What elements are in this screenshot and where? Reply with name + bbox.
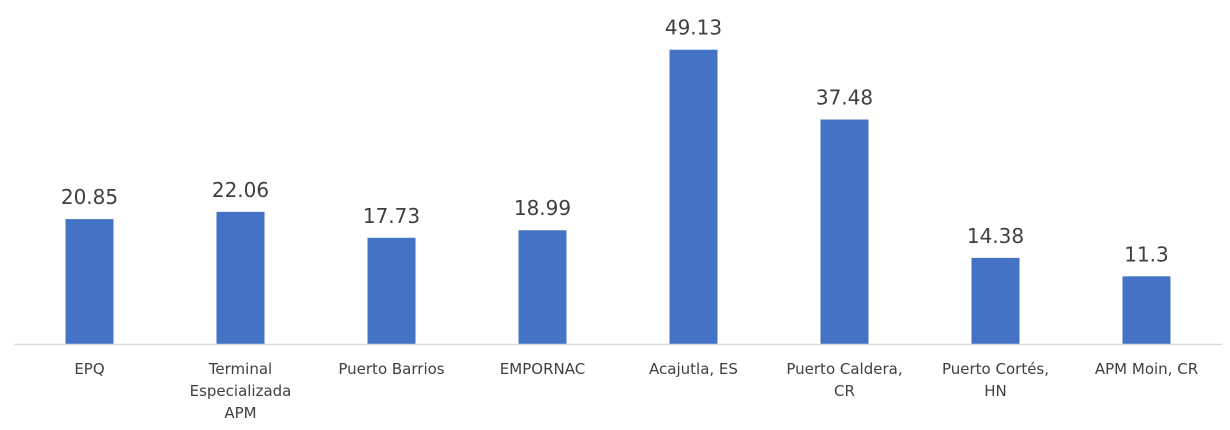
category-labels-layer: EPQ Terminal Especializada APM Puerto Barrio… [74,360,1198,422]
category-label-line: Puerto Barrios [338,360,444,378]
category-label-5: Puerto Caldera, CR [786,360,902,400]
category-label-line: Acajutla, ES [649,360,738,378]
data-label-1: 22.06 [212,178,269,202]
category-label-0: EPQ [74,360,104,378]
category-label-line: EPQ [74,360,104,378]
data-label-2: 17.73 [363,204,420,228]
category-label-3: EMPORNAC [500,360,585,378]
category-label-line: APM [224,404,256,422]
bar-5 [820,119,869,344]
bar-4 [669,49,718,344]
bars-layer [65,49,1171,344]
category-label-2: Puerto Barrios [338,360,444,378]
bar-1 [216,211,265,344]
data-label-7: 11.3 [1124,242,1169,266]
data-label-0: 20.85 [61,185,118,209]
category-label-line: EMPORNAC [500,360,585,378]
category-label-line: Puerto Cortés, [942,360,1049,378]
bar-0 [65,219,114,344]
category-label-line: Terminal [208,360,272,378]
category-label-line: CR [834,382,855,400]
category-label-6: Puerto Cortés, HN [942,360,1049,400]
category-label-4: Acajutla, ES [649,360,738,378]
bar-7 [1122,276,1171,344]
bar-3 [518,230,567,344]
value-labels-layer: 20.85 22.06 17.73 18.99 49.13 37.48 14.38 11.3 [61,16,1169,267]
category-label-line: HN [984,382,1007,400]
data-label-4: 49.13 [665,16,722,40]
data-label-6: 14.38 [967,224,1024,248]
data-label-5: 37.48 [816,85,873,109]
category-label-1: Terminal Especializada APM [190,360,292,422]
category-label-7: APM Moin, CR [1095,360,1198,378]
category-label-line: Especializada [190,382,292,400]
category-label-line: APM Moin, CR [1095,360,1198,378]
bar-2 [367,237,416,344]
category-label-line: Puerto Caldera, [786,360,902,378]
data-label-3: 18.99 [514,196,571,220]
bar-6 [971,257,1020,344]
